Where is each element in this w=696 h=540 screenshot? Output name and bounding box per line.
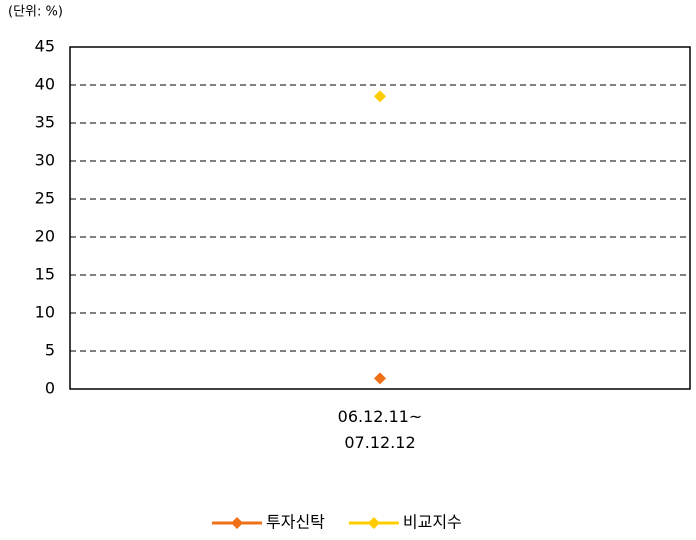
y-tick-label: 5 [45,341,55,360]
y-tick-label: 20 [35,227,55,246]
y-tick-label: 0 [45,379,55,398]
y-tick-label: 15 [35,265,55,284]
legend-marker [367,517,380,529]
y-tick-label: 40 [35,75,55,94]
legend-label: 비교지수 [403,513,462,532]
plot-border [69,46,691,390]
data-point [374,372,386,385]
y-tick-label: 25 [35,189,55,208]
y-tick-label: 35 [35,113,55,132]
y-tick-label: 30 [35,151,55,170]
y-tick-label: 10 [35,303,55,322]
data-point [374,90,386,103]
legend-marker [231,517,243,529]
y-tick-label: 45 [35,37,55,56]
legend-label: 투자신탁 [266,513,325,532]
unit-label: (단위: %) [8,5,63,20]
x-tick-label: 06.12.11~ 07.12.12 [337,407,423,452]
